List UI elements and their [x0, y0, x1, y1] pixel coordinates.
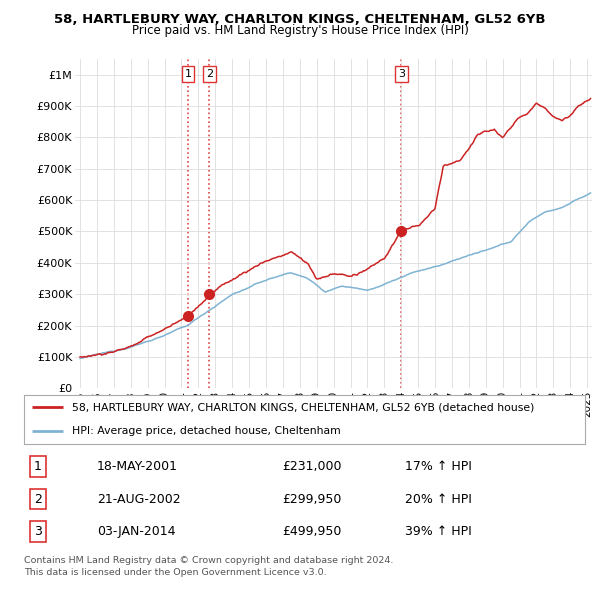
Text: 20% ↑ HPI: 20% ↑ HPI: [406, 493, 472, 506]
Text: 18-MAY-2001: 18-MAY-2001: [97, 460, 178, 473]
Text: 1: 1: [184, 69, 191, 79]
Text: £231,000: £231,000: [282, 460, 341, 473]
Text: 17% ↑ HPI: 17% ↑ HPI: [406, 460, 472, 473]
Text: 1: 1: [34, 460, 42, 473]
Text: 2: 2: [206, 69, 213, 79]
Text: 03-JAN-2014: 03-JAN-2014: [97, 525, 175, 538]
Text: This data is licensed under the Open Government Licence v3.0.: This data is licensed under the Open Gov…: [24, 568, 326, 576]
Text: 21-AUG-2002: 21-AUG-2002: [97, 493, 181, 506]
Text: 2: 2: [34, 493, 42, 506]
Text: HPI: Average price, detached house, Cheltenham: HPI: Average price, detached house, Chel…: [71, 425, 340, 435]
Text: £499,950: £499,950: [282, 525, 341, 538]
Text: 39% ↑ HPI: 39% ↑ HPI: [406, 525, 472, 538]
Text: 58, HARTLEBURY WAY, CHARLTON KINGS, CHELTENHAM, GL52 6YB (detached house): 58, HARTLEBURY WAY, CHARLTON KINGS, CHEL…: [71, 402, 534, 412]
Text: 3: 3: [34, 525, 42, 538]
Text: £299,950: £299,950: [282, 493, 341, 506]
Text: Price paid vs. HM Land Registry's House Price Index (HPI): Price paid vs. HM Land Registry's House …: [131, 24, 469, 37]
Text: Contains HM Land Registry data © Crown copyright and database right 2024.: Contains HM Land Registry data © Crown c…: [24, 556, 394, 565]
Text: 3: 3: [398, 69, 405, 79]
Text: 58, HARTLEBURY WAY, CHARLTON KINGS, CHELTENHAM, GL52 6YB: 58, HARTLEBURY WAY, CHARLTON KINGS, CHEL…: [54, 13, 546, 26]
